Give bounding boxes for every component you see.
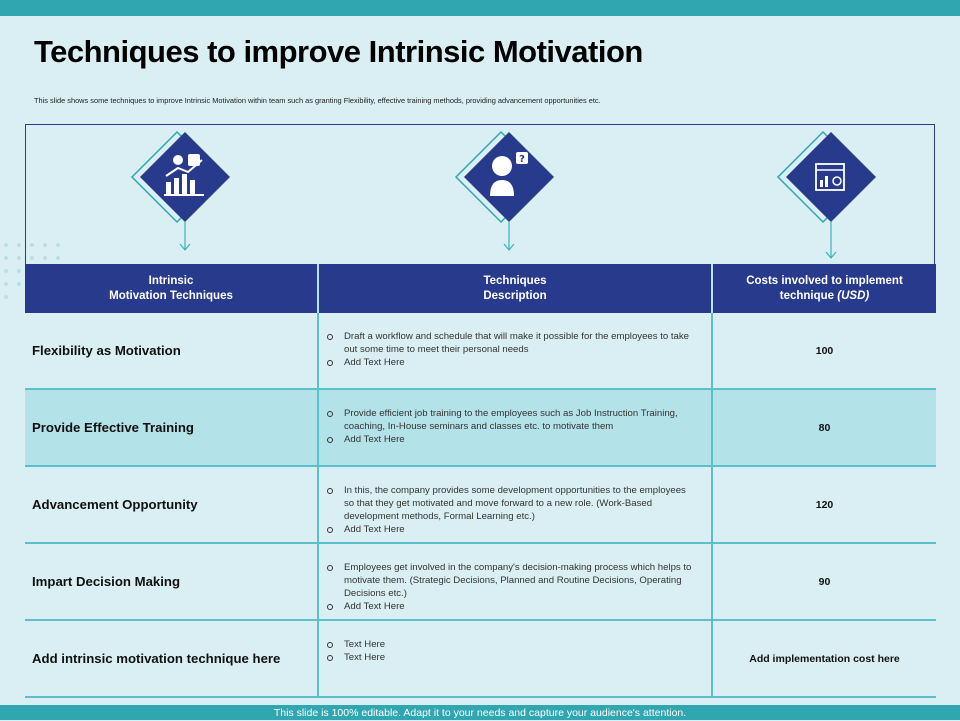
technique-name: Flexibility as Motivation [32,343,181,358]
technique-cost: 120 [711,467,936,542]
technique-name: Provide Effective Training [32,420,194,435]
technique-name: Advancement Opportunity [32,497,198,512]
header-unit: (USD) [837,289,870,302]
description-bullet: Add Text Here [325,433,405,446]
technique-description: Text Here Text Here [317,621,711,696]
description-bullet: Draft a workflow and schedule that will … [325,330,697,356]
technique-description: Provide efficient job training to the em… [317,390,711,465]
technique-cost: 80 [711,390,936,465]
growth-chart-icon [130,130,230,251]
header-line: Motivation Techniques [109,289,233,302]
technique-cost: 90 [711,544,936,619]
table-row: Flexibility as Motivation Draft a workfl… [25,313,936,390]
description-bullet: Add Text Here [325,356,405,369]
header-line: Intrinsic [148,274,194,287]
header-description: Techniques Description [317,264,711,313]
description-bullet: Add Text Here [325,600,405,613]
dashboard-icon [776,130,876,259]
page-subtitle: This slide shows some techniques to impr… [34,96,601,105]
technique-cost: 100 [711,313,936,388]
page-title: Techniques to improve Intrinsic Motivati… [34,34,643,69]
header-line: Description [483,289,547,302]
description-bullet: In this, the company provides some devel… [325,484,697,523]
table-row: Add intrinsic motivation technique here … [25,621,936,698]
description-bullet: Provide efficient job training to the em… [325,407,697,433]
header-costs: Costs involved to implement technique (US… [711,264,936,313]
technique-name: Add intrinsic motivation technique here [32,651,281,666]
technique-description: In this, the company provides some devel… [317,467,711,542]
header-techniques: Intrinsic Motivation Techniques [25,264,317,313]
table-header: Intrinsic Motivation Techniques Technique… [25,264,936,313]
icon-header-frame [25,124,935,264]
table-row: Impart Decision Making Employees get inv… [25,544,936,621]
table-row: Advancement Opportunity In this, the com… [25,467,936,544]
svg-text:?: ? [519,154,525,165]
top-accent-bar [0,0,960,16]
table-row: Provide Effective Training Provide effic… [25,390,936,467]
header-line: technique [779,289,835,302]
header-line: Costs involved to implement [746,274,903,287]
description-bullet: Text Here [325,651,385,664]
technique-description: Employees get involved in the company's … [317,544,711,619]
header-line: Techniques [483,274,547,287]
person-question-icon: ? [454,130,554,251]
technique-cost: Add implementation cost here [711,621,936,696]
description-bullet: Add Text Here [325,523,405,536]
person-question-icon-badge: ? [454,130,564,260]
technique-name: Impart Decision Making [32,574,181,589]
description-bullet: Text Here [325,638,385,651]
techniques-table: Intrinsic Motivation Techniques Technique… [25,264,936,698]
dashboard-icon-badge [776,130,886,260]
decorative-dots [4,243,74,303]
footer-banner: This slide is 100% editable. Adapt it to… [0,705,960,720]
growth-chart-icon-badge [130,130,240,260]
description-bullet: Employees get involved in the company's … [325,561,697,600]
technique-description: Draft a workflow and schedule that will … [317,313,711,388]
